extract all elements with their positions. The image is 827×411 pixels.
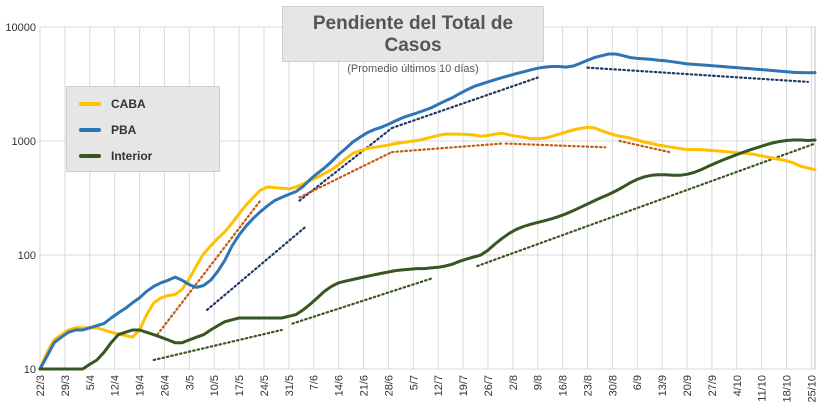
series-line-caba	[38, 125, 817, 371]
x-tick-label: 12/4	[110, 375, 122, 396]
legend-item-caba: CABA	[79, 95, 146, 113]
x-tick-label: 13/9	[657, 375, 669, 396]
x-tick-label: 5/4	[85, 375, 97, 390]
x-tick-label: 6/9	[632, 375, 644, 390]
x-tick-label: 22/3	[35, 375, 47, 396]
legend: CABA PBA Interior	[66, 86, 220, 172]
x-tick-label: 23/8	[582, 375, 594, 396]
trend-line	[152, 328, 283, 362]
y-tick-label: 10	[24, 364, 36, 376]
x-tick-label: 3/5	[184, 375, 196, 390]
trend-line	[476, 142, 817, 268]
plot-border	[39, 26, 816, 370]
x-tick-label: 17/5	[234, 375, 246, 396]
trend-line	[291, 277, 433, 325]
x-tick-label: 24/5	[259, 375, 271, 396]
legend-item-interior: Interior	[79, 147, 152, 165]
trend-line	[156, 199, 262, 336]
trend-line	[298, 126, 394, 202]
x-tick-label: 19/7	[458, 375, 470, 396]
legend-label-interior: Interior	[111, 149, 153, 163]
x-tick-label: 27/9	[707, 375, 719, 396]
series-line-interior	[38, 138, 817, 371]
series-line-pba	[38, 52, 817, 371]
x-tick-label: 12/7	[433, 375, 445, 396]
chart-subtitle: (Promedio últimos 10 días)	[347, 63, 479, 75]
trend-line	[390, 142, 504, 154]
y-tick-label: 10000	[5, 22, 36, 34]
x-tick-label: 26/7	[483, 375, 495, 396]
x-tick-label: 11/10	[757, 375, 769, 402]
x-tick-label: 19/4	[135, 375, 147, 396]
legend-label-pba: PBA	[111, 123, 137, 137]
trend-line	[586, 66, 809, 83]
trend-line	[205, 224, 308, 311]
x-tick-label: 14/6	[334, 375, 346, 396]
x-tick-label: 9/8	[533, 375, 545, 390]
legend-item-pba: PBA	[79, 121, 136, 139]
x-tick-label: 25/10	[806, 375, 818, 403]
trend-line	[618, 139, 671, 154]
x-tick-label: 5/7	[408, 375, 420, 390]
trend-line	[298, 150, 394, 199]
x-tick-label: 18/10	[782, 375, 794, 403]
y-tick-label: 100	[18, 250, 36, 262]
title-box: Pendiente del Total de Casos (Promedio ú…	[282, 6, 544, 75]
x-tick-label: 21/6	[359, 375, 371, 396]
x-tick-label: 7/6	[309, 375, 321, 390]
legend-swatch-interior	[79, 154, 101, 158]
x-tick-label: 31/5	[284, 375, 296, 396]
trend-line	[504, 142, 607, 149]
x-tick-label: 2/8	[508, 375, 520, 390]
x-tick-label: 4/10	[732, 375, 744, 396]
x-tick-label: 30/8	[607, 375, 619, 396]
x-tick-label: 20/9	[682, 375, 694, 396]
y-tick-label: 1000	[12, 136, 36, 148]
x-tick-label: 10/5	[209, 375, 221, 396]
x-tick-label: 16/8	[558, 375, 570, 396]
x-tick-label: 26/4	[159, 375, 171, 396]
x-tick-label: 29/3	[60, 375, 72, 396]
legend-label-caba: CABA	[111, 97, 146, 111]
legend-swatch-pba	[79, 128, 101, 132]
legend-swatch-caba	[79, 102, 101, 106]
chart-title: Pendiente del Total de Casos	[312, 13, 514, 56]
x-tick-label: 28/6	[383, 375, 395, 396]
trend-line	[390, 76, 539, 130]
